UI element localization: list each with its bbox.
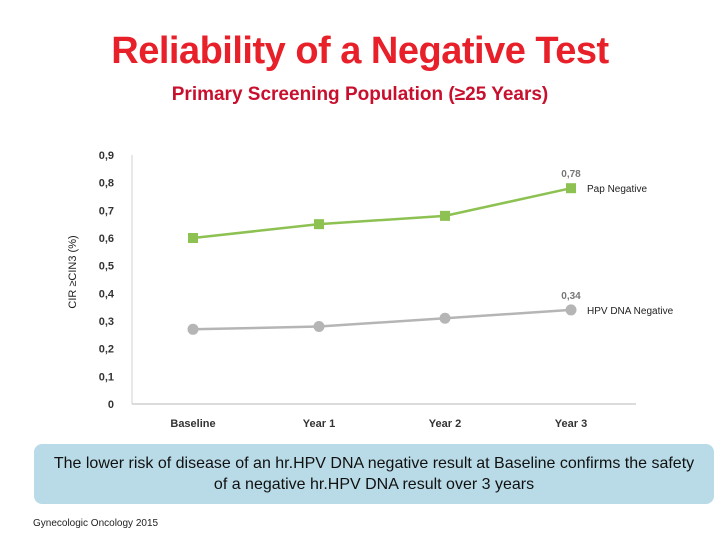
pap-negative-point [566, 183, 576, 194]
hpv-dna-negative-point [187, 323, 199, 335]
hpv-dna-negative-point [565, 304, 577, 316]
y-tick-label: 0,2 [99, 344, 114, 356]
pap-negative-point [440, 210, 450, 221]
y-tick-label: 0 [108, 399, 114, 411]
hpv-dna-negative-line [192, 308, 572, 331]
hpv-dna-negative-data-label: 0,34 [561, 291, 581, 302]
pap-negative-data-label: 0,78 [561, 169, 581, 180]
y-tick-label: 0,9 [99, 150, 114, 162]
y-tick-label: 0,8 [99, 178, 114, 190]
x-tick-label: Year 1 [303, 418, 335, 430]
slide-title: Reliability of a Negative Test [111, 30, 609, 72]
y-tick-label: 0,7 [99, 205, 114, 217]
hpv-dna-negative-point [313, 321, 325, 333]
hpv-dna-negative-series-label: HPV DNA Negative [587, 306, 674, 317]
x-tick-label: Year 3 [555, 418, 587, 430]
y-tick-label: 0,4 [99, 288, 115, 300]
hpv-dna-negative-point [439, 312, 451, 324]
x-tick-label: Year 2 [429, 418, 461, 430]
conclusion-callout: The lower risk of disease of an hr.HPV D… [34, 444, 714, 504]
pap-negative-point [314, 219, 324, 230]
pap-negative-line [192, 186, 572, 240]
y-tick-label: 0,1 [99, 371, 114, 383]
source-citation: Gynecologic Oncology 2015 [33, 518, 159, 529]
pap-negative-point [188, 233, 198, 243]
slide-subtitle: Primary Screening Population (≥25 Years) [171, 84, 549, 105]
y-tick-label: 0,3 [99, 316, 114, 328]
conclusion-text: The lower risk of disease of an hr.HPV D… [53, 455, 695, 493]
y-axis-label: CIR ≥CIN3 (%) [67, 235, 79, 308]
x-tick-label: Baseline [170, 418, 215, 430]
y-tick-label: 0,6 [99, 233, 114, 245]
y-tick-label: 0,5 [99, 261, 114, 273]
pap-negative-series-label: Pap Negative [587, 184, 647, 195]
